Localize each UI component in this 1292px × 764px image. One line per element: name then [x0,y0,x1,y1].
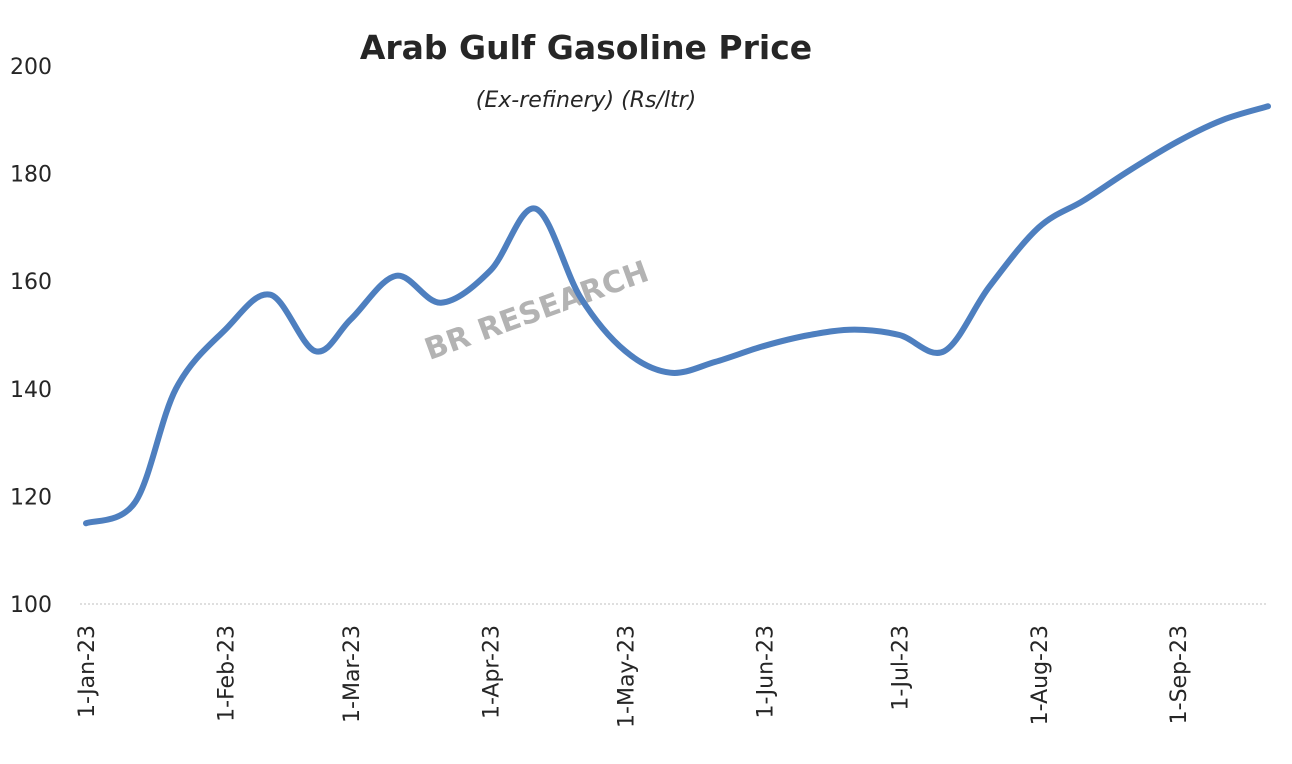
x-tick-label: 1-Feb-23 [214,625,239,722]
x-axis: 1-Jan-23 1-Feb-23 1-Mar-23 1-Apr-23 1-May-23… [75,625,1192,728]
data-points [83,103,1271,526]
y-tick-label: 160 [10,270,52,295]
series-line [83,103,1271,527]
x-tick-label: 1-Sep-23 [1167,625,1192,724]
x-tick-label: 1-May-23 [614,625,639,728]
chart-subtitle: (Ex-refinery) (Rs/ltr) [476,88,696,113]
chart-title: Arab Gulf Gasoline Price [360,28,812,67]
x-tick-label: 1-Aug-23 [1028,625,1053,725]
x-tick-label: 1-Apr-23 [479,625,504,719]
x-tick-label: 1-Jul-23 [888,625,913,711]
y-tick-label: 100 [10,593,52,618]
y-axis: 100 120 140 160 180 200 [10,55,52,618]
y-tick-label: 140 [10,378,52,403]
x-tick-label: 1-Jan-23 [75,625,100,718]
y-tick-label: 200 [10,55,52,80]
x-tick-label: 1-Jun-23 [754,625,779,718]
y-tick-label: 120 [10,485,52,510]
watermark: BR RESEARCH [420,254,653,367]
y-tick-label: 180 [10,163,52,188]
x-tick-label: 1-Mar-23 [340,625,365,723]
